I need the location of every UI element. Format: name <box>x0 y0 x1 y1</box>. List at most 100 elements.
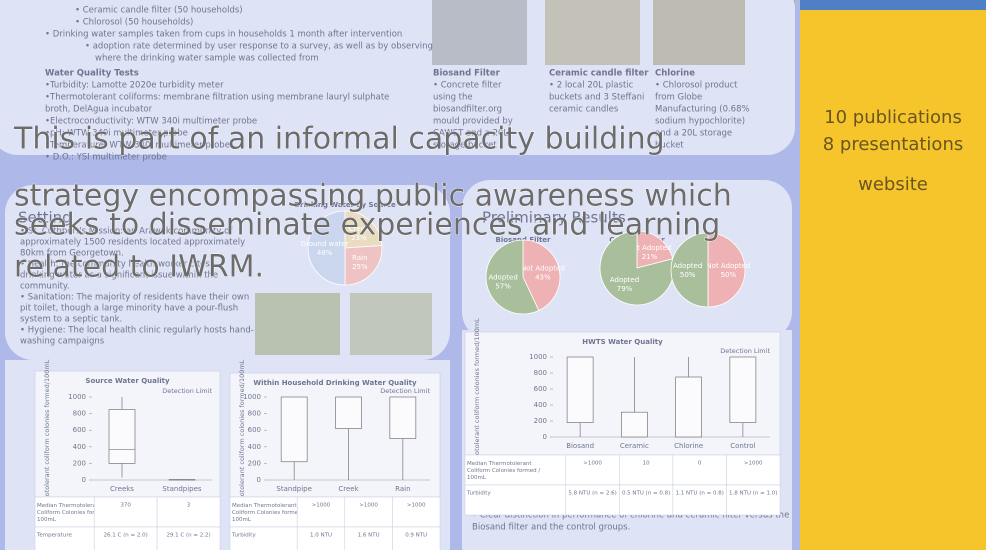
table-cell-line: Coliform Colonies formed / <box>232 510 305 516</box>
table-cell <box>157 527 220 550</box>
overlay-text: seeks to disseminate experiences and lea… <box>14 208 720 243</box>
x-tick-label: Biosand <box>566 442 594 450</box>
poster-text: where the drinking water sample was coll… <box>95 54 319 64</box>
poster-text: • 2 local 20L plastic <box>549 81 634 91</box>
table-cell <box>392 527 440 550</box>
chart-title: Source Water Quality <box>85 377 170 385</box>
filter-title: Biosand Filter <box>433 69 501 79</box>
table-cell <box>566 485 620 515</box>
pie-label: Adopted <box>488 273 517 281</box>
y-tick-label: 800 <box>534 369 547 377</box>
y-tick-label: 1000 <box>529 353 547 361</box>
poster-text: • Hygiene: The local health clinic regul… <box>20 326 254 336</box>
y-tick-label: 400 <box>73 443 86 451</box>
pie-value-label: 79% <box>617 285 633 293</box>
y-tick-label: 400 <box>248 443 261 451</box>
poster-text: •Thermotolerant coliforms: membrane filt… <box>45 93 389 103</box>
y-tick-label: 800 <box>73 410 86 418</box>
x-tick-label: Creeks <box>110 485 134 493</box>
poster-text: • Drinking water samples taken from cups… <box>45 30 402 40</box>
poster-text: system to a septic tank. <box>20 315 122 325</box>
pie-label: Rain <box>352 254 367 262</box>
photo <box>350 293 432 355</box>
annotation: Detection Limit <box>162 387 212 395</box>
photo <box>653 0 745 65</box>
table-cell-text: 26.1 C (n = 2.0) <box>104 533 148 539</box>
pie-value-label: 50% <box>680 271 696 279</box>
sidebar-item: 8 presentations <box>823 134 963 155</box>
table-cell-text: 0.9 NTU <box>405 533 427 539</box>
poster-text: sodium hypochlorite) <box>655 117 745 127</box>
y-axis-title: Thermotolerant coliform colonies formed/… <box>238 359 246 518</box>
table-cell-text: Turbidity <box>466 491 491 497</box>
pie-label: Adopted <box>610 276 639 284</box>
table-cell <box>673 485 727 515</box>
table-cell <box>35 527 94 550</box>
photo <box>255 293 340 355</box>
table-cell-text: >1000 <box>407 503 426 509</box>
poster-text: Manufacturing (0.68% <box>655 105 750 115</box>
table-cell <box>465 485 566 515</box>
pie-label: Not Adopted <box>706 262 750 270</box>
table-cell-text: >1000 <box>583 461 602 467</box>
poster-text: washing campaigns <box>20 337 105 347</box>
pie-label: Adopted <box>673 262 702 270</box>
poster-text: buckets and 3 Steffani <box>549 93 644 103</box>
page: • Ceramic candle filter (50 households) •… <box>0 0 986 550</box>
pie-value-label: 50% <box>721 271 737 279</box>
poster-text: • Chlorosol product <box>655 81 738 91</box>
sidebar <box>800 0 986 550</box>
table-cell <box>619 455 673 485</box>
y-tick-label: 0 <box>257 476 261 484</box>
poster-text: • Ceramic candle filter (50 households) <box>75 6 243 16</box>
x-tick-label: Standpipes <box>162 485 201 493</box>
slide: • Ceramic candle filter (50 households) •… <box>0 0 986 550</box>
poster-text: Biosand filter and the control groups. <box>472 523 630 533</box>
table-cell-text: 0 <box>698 461 702 467</box>
pie-value-label: 43% <box>535 274 551 282</box>
table-cell-text: 370 <box>120 503 131 509</box>
table-cell <box>297 497 345 527</box>
x-tick-label: Chlorine <box>674 442 703 450</box>
table-cell-text: >1000 <box>744 461 763 467</box>
table-cell-line: Coliform Colonies formed / <box>467 468 540 474</box>
y-tick-label: 400 <box>534 401 547 409</box>
box <box>567 357 593 423</box>
poster-text: broth, DelAgua incubator <box>45 105 153 115</box>
y-tick-label: 200 <box>248 459 261 467</box>
y-tick-label: 1000 <box>68 393 86 401</box>
chart-title: HWTS Water Quality <box>582 338 663 346</box>
photo <box>432 0 527 65</box>
poster-text: • Sanitation: The majority of residents … <box>20 293 249 303</box>
table-cell-line: Median Thermotolerant <box>467 461 532 467</box>
table-cell <box>94 497 157 527</box>
table-cell <box>297 527 345 550</box>
filter-title: Ceramic candle filter <box>549 69 649 79</box>
table-cell-text: 1.0 NTU <box>310 533 332 539</box>
y-tick-label: 600 <box>73 426 86 434</box>
box <box>336 397 362 429</box>
table-cell <box>619 485 673 515</box>
table-cell-line: Median Thermotolerant <box>37 503 102 509</box>
table-cell <box>230 527 297 550</box>
photo <box>545 0 640 65</box>
section-title: Water Quality Tests <box>45 69 139 79</box>
x-tick-label: Standpipe <box>276 485 312 493</box>
table-cell-text: 1.1 NTU (n = 0.8) <box>675 491 723 497</box>
x-tick-label: Control <box>730 442 755 450</box>
table-cell <box>726 485 780 515</box>
poster-text: using the <box>433 93 473 103</box>
poster-text: • Chlorosol (50 households) <box>75 18 193 28</box>
box <box>676 377 702 437</box>
poster-text: ceramic candles <box>549 105 619 115</box>
y-tick-label: 0 <box>82 476 86 484</box>
table-cell-text: 3 <box>187 503 191 509</box>
poster-text: • adoption rate determined by user respo… <box>85 42 433 52</box>
pie-label: Not Adopted <box>521 265 565 273</box>
table-cell <box>726 455 780 485</box>
table-cell-text: 29.1 C (n = 2.2) <box>166 533 210 539</box>
pie-value-label: 25% <box>352 263 368 271</box>
table-cell <box>566 455 620 485</box>
y-tick-label: 600 <box>248 426 261 434</box>
table-cell-line: 100mL <box>232 517 252 523</box>
